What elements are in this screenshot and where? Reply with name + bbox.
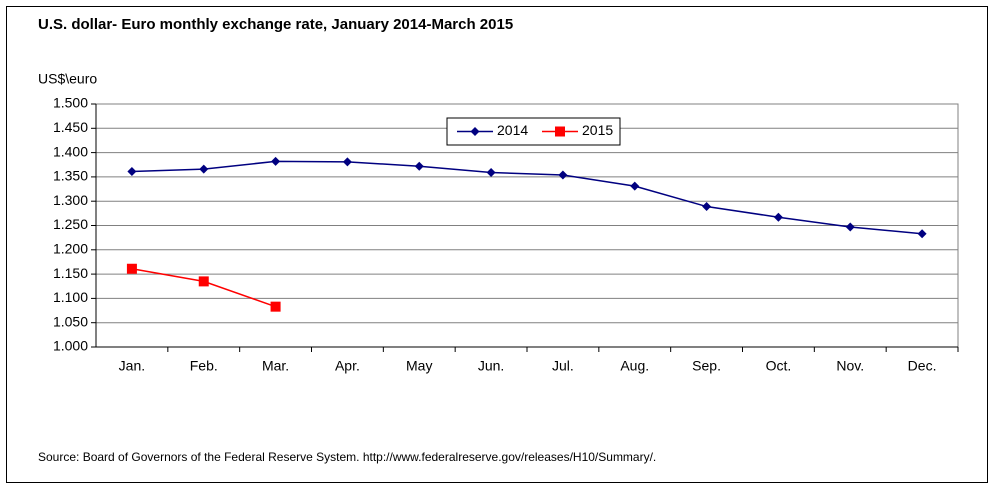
chart-title: U.S. dollar- Euro monthly exchange rate,… <box>38 16 513 33</box>
x-tick-label: Jun. <box>478 358 504 374</box>
data-point <box>271 156 281 166</box>
y-tick-label: 1.150 <box>53 265 88 281</box>
data-point <box>127 167 137 177</box>
legend-marker <box>470 127 480 136</box>
x-tick-label: Feb. <box>190 358 218 374</box>
data-point <box>917 229 927 239</box>
y-tick-label: 1.500 <box>53 95 88 111</box>
data-point <box>773 212 783 222</box>
y-tick-label: 1.400 <box>53 143 88 159</box>
legend-label: 2015 <box>582 122 613 138</box>
series-line <box>131 160 923 235</box>
data-point <box>845 222 855 232</box>
y-tick-label: 1.350 <box>53 168 88 184</box>
x-tick-label: Sep. <box>692 358 721 374</box>
y-tick-label: 1.100 <box>53 289 88 305</box>
x-tick-label: Mar. <box>262 358 289 374</box>
y-tick-label: 1.450 <box>53 119 88 135</box>
data-point <box>342 157 352 167</box>
legend-label: 2014 <box>497 122 528 138</box>
x-tick-label: Aug. <box>620 358 649 374</box>
data-point <box>630 181 640 191</box>
data-point <box>486 168 496 178</box>
data-point <box>270 301 281 312</box>
y-axis-label: US$\euro <box>38 71 97 87</box>
y-tick-label: 1.200 <box>53 241 88 257</box>
data-point <box>198 276 209 287</box>
data-point <box>126 263 137 274</box>
x-tick-label: Apr. <box>335 358 360 374</box>
x-tick-label: Oct. <box>766 358 792 374</box>
data-point <box>199 164 209 174</box>
source-note: Source: Board of Governors of the Federa… <box>38 450 656 464</box>
y-tick-label: 1.050 <box>53 313 88 329</box>
data-point <box>414 161 424 171</box>
y-tick-label: 1.000 <box>53 338 88 354</box>
x-tick-label: Nov. <box>836 358 864 374</box>
y-tick-label: 1.300 <box>53 192 88 208</box>
y-tick-label: 1.250 <box>53 216 88 232</box>
x-tick-label: Jan. <box>119 358 145 374</box>
x-tick-label: Jul. <box>552 358 574 374</box>
legend-marker <box>555 126 565 137</box>
data-point <box>558 170 568 180</box>
x-tick-label: May <box>406 358 432 374</box>
x-tick-label: Dec. <box>908 358 937 374</box>
data-point <box>702 202 712 212</box>
